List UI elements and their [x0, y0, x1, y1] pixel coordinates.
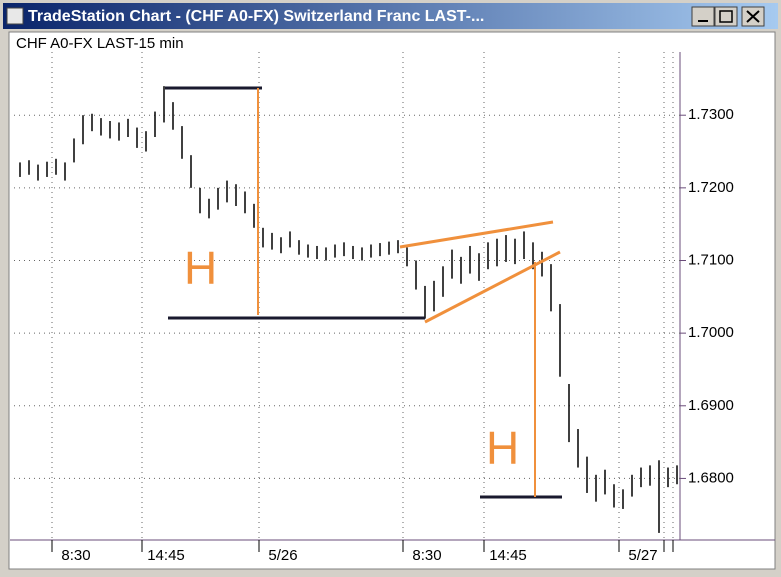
- window-title: TradeStation Chart - (CHF A0-FX) Switzer…: [28, 8, 484, 25]
- y-tick-label: 1.7200: [688, 179, 734, 196]
- y-tick-label: 1.6900: [688, 397, 734, 414]
- y-tick-label: 1.7100: [688, 251, 734, 268]
- x-tick-label: 5/26: [268, 547, 297, 564]
- maximize-button[interactable]: [714, 6, 738, 27]
- bars: [19, 86, 678, 533]
- y-tick-label: 1.7300: [688, 106, 734, 123]
- annotation: H: [184, 242, 217, 294]
- y-tick-label: 1.6800: [688, 469, 734, 486]
- x-tick-label: 14:45: [489, 547, 527, 564]
- window-buttons[interactable]: [691, 6, 765, 27]
- trend-line: [399, 220, 554, 249]
- grid: [14, 52, 680, 540]
- close-icon: [746, 10, 760, 23]
- x-tick-label: 14:45: [147, 547, 185, 564]
- x-tick-label: 8:30: [61, 547, 90, 564]
- chart-area: [8, 31, 776, 570]
- y-tick-label: 1.7000: [688, 324, 734, 341]
- x-tick-label: 8:30: [412, 547, 441, 564]
- drawings: H H: [165, 86, 562, 499]
- maximize-icon: [719, 10, 733, 23]
- chart-title: CHF A0-FX LAST-15 min: [16, 35, 184, 52]
- minimize-button[interactable]: [691, 6, 715, 27]
- title-bar: [3, 3, 778, 29]
- app-icon: [6, 7, 24, 25]
- trend-line: [424, 250, 561, 324]
- annotation: H: [486, 422, 519, 474]
- x-tick-label: 5/27: [628, 547, 657, 564]
